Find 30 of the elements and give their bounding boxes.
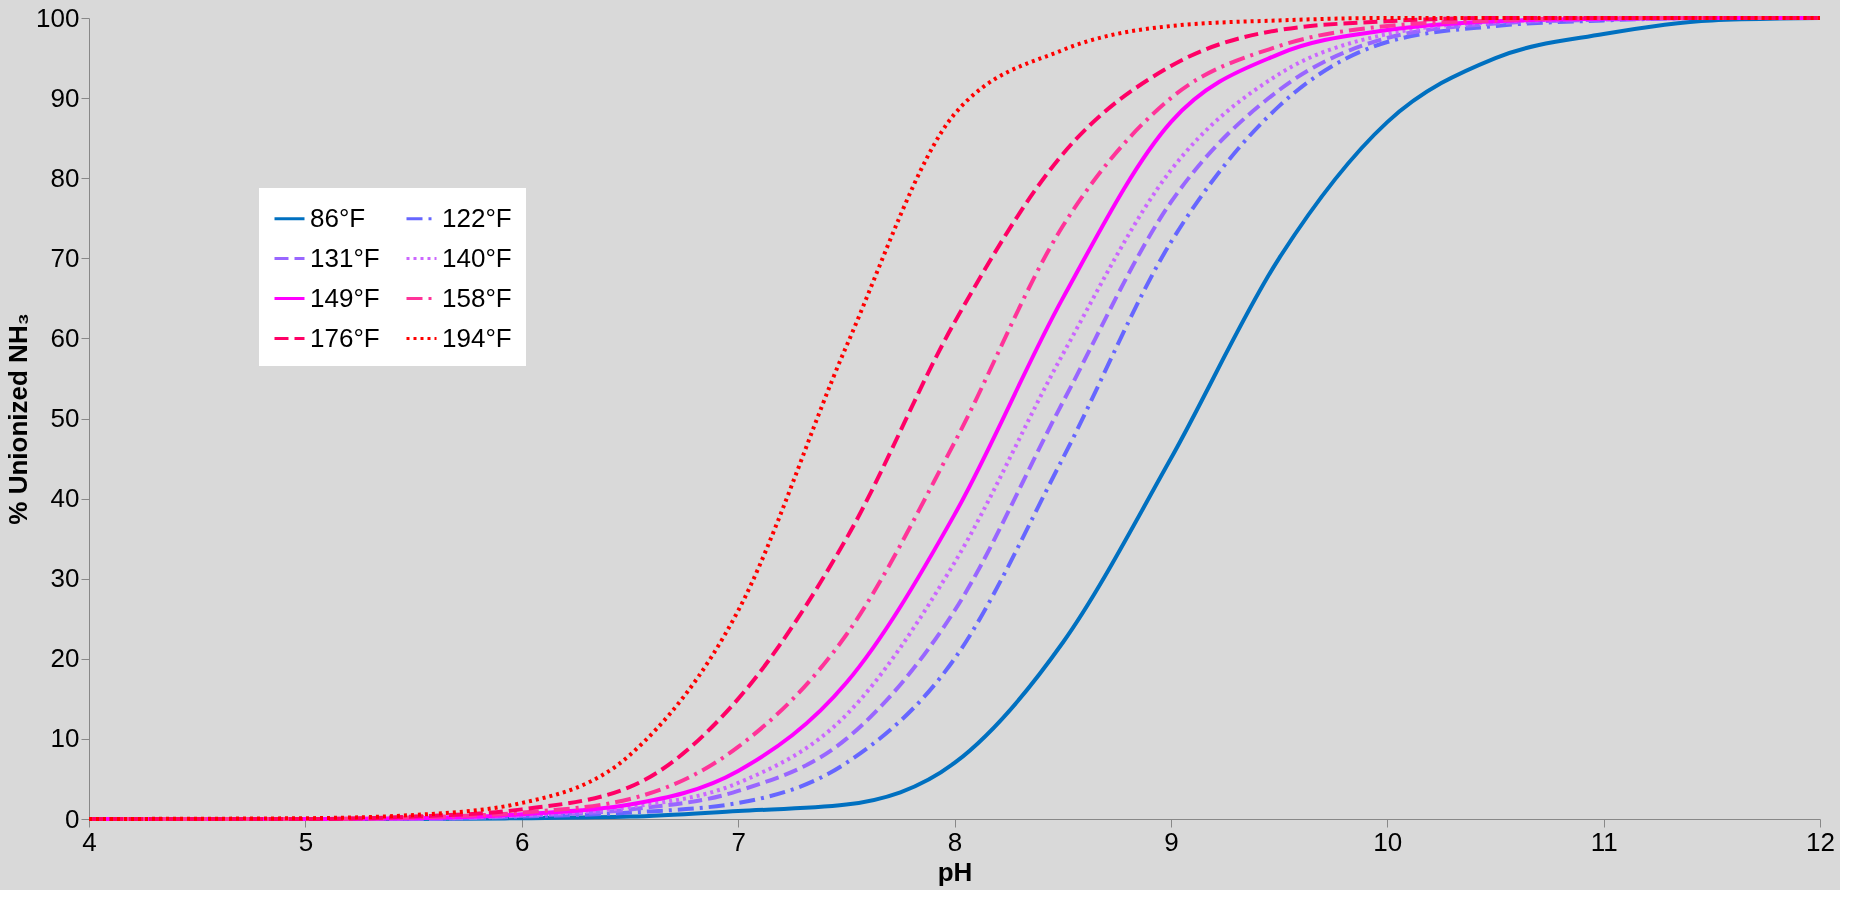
legend-label: 131°F bbox=[310, 242, 380, 273]
y-axis-title: % Unionized NH₃ bbox=[3, 313, 34, 525]
y-tick-label: 30 bbox=[50, 563, 80, 594]
legend-label: 194°F bbox=[442, 322, 512, 353]
x-tick-label: 5 bbox=[298, 826, 314, 857]
legend-label: 122°F bbox=[442, 202, 512, 233]
x-tick-label: 4 bbox=[82, 826, 97, 857]
y-tick-label: 10 bbox=[50, 723, 80, 754]
legend-label: 140°F bbox=[442, 242, 512, 273]
x-tick-label: 7 bbox=[731, 826, 746, 857]
y-tick-label: 70 bbox=[50, 242, 80, 273]
x-axis-title: pH bbox=[937, 856, 973, 887]
y-tick-label: 90 bbox=[50, 82, 80, 113]
y-tick-label: 80 bbox=[50, 162, 80, 193]
y-tick-label: 100 bbox=[36, 2, 80, 33]
y-tick-label: 50 bbox=[50, 403, 80, 433]
y-tick-label: 20 bbox=[50, 643, 80, 674]
x-tick-label: 9 bbox=[1164, 826, 1179, 857]
x-tick-label: 8 bbox=[947, 826, 963, 857]
legend-label: 176°F bbox=[310, 322, 380, 353]
x-tick-label: 11 bbox=[1590, 826, 1618, 857]
y-tick-label: 60 bbox=[50, 322, 80, 353]
legend-label: 86°F bbox=[310, 202, 366, 233]
x-tick-label: 12 bbox=[1806, 826, 1835, 857]
y-tick-label: 0 bbox=[65, 803, 80, 834]
legend-label: 149°F bbox=[310, 282, 380, 313]
y-tick-label: 40 bbox=[50, 483, 80, 514]
x-tick-label: 10 bbox=[1373, 826, 1403, 857]
x-tick-label: 6 bbox=[515, 826, 530, 857]
legend-label: 158°F bbox=[442, 282, 512, 313]
